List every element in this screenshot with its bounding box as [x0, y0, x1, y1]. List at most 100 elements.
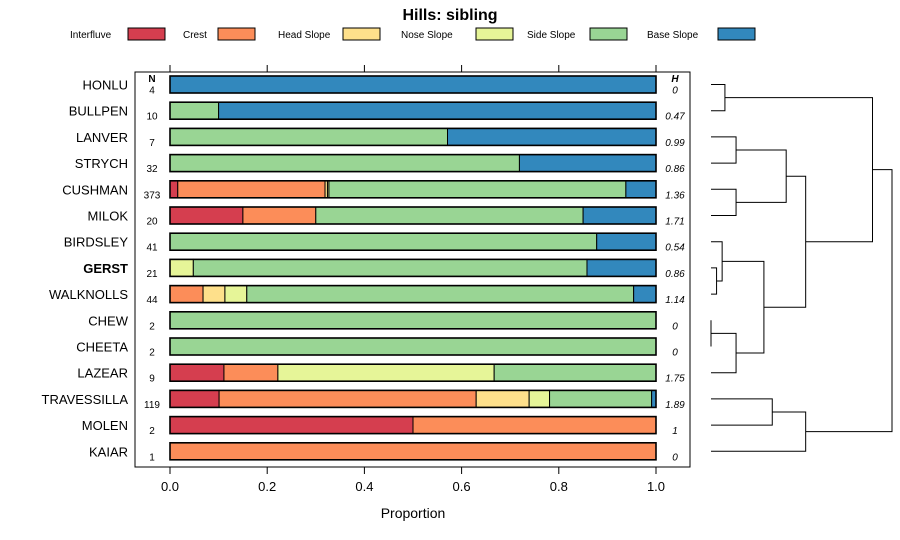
row-milok: MILOK 20 1.71: [88, 206, 685, 228]
h-value: 0.86: [665, 269, 685, 280]
legend-label: Head Slope: [278, 30, 331, 41]
dendrogram-merge: [711, 398, 773, 426]
legend-label: Side Slope: [527, 30, 576, 41]
n-value: 41: [146, 243, 158, 254]
h-value: 0.99: [665, 138, 685, 149]
dendrogram-merge: [711, 84, 726, 112]
row-label: BIRDSLEY: [64, 235, 129, 250]
bar-segment-side-slope: [169, 337, 657, 356]
dendrogram-merge: [711, 136, 737, 164]
h-value: 0: [672, 348, 678, 359]
legend-swatch-interfluve: [127, 27, 166, 41]
row-label: CHEW: [88, 313, 128, 328]
row-honlu: HONLU 4 0: [82, 75, 678, 97]
n-value: 119: [144, 400, 160, 411]
bar-segment-head-slope: [475, 389, 530, 408]
n-value: 44: [146, 295, 158, 306]
h-value: 0.54: [665, 243, 685, 254]
row-strych: STRYCH 32 0.86: [75, 153, 685, 175]
bar-segment-interfluve: [169, 180, 179, 199]
row-label: HONLU: [82, 78, 128, 93]
chart-title: Hills: sibling: [402, 7, 497, 24]
x-axis: 0.0 0.2 0.4 0.6 0.8 1.0: [161, 65, 665, 494]
x-tick-label: 0.0: [161, 479, 179, 494]
row-label: MILOK: [88, 209, 129, 224]
dendrogram-merge: [711, 332, 737, 374]
bar-segment-crest: [218, 389, 477, 408]
h-value: 1.36: [665, 190, 685, 201]
bar-segment-crest: [177, 180, 326, 199]
row-label: MOLEN: [82, 418, 128, 433]
h-value: 0: [672, 452, 678, 463]
x-tick-label: 0.8: [550, 479, 568, 494]
bar-segment-side-slope: [493, 363, 657, 382]
legend-label: Nose Slope: [401, 30, 453, 41]
bar-outline: [169, 232, 657, 251]
dendrogram-merge: [711, 411, 807, 452]
row-label: LANVER: [76, 130, 128, 145]
bar-segment-side-slope: [169, 101, 220, 120]
plot-frame: [134, 71, 691, 468]
bar-outline: [169, 415, 657, 435]
dendrogram-merge: [805, 169, 893, 433]
bar-outline: [169, 284, 657, 304]
n-value: 10: [146, 112, 158, 123]
n-value: 373: [144, 190, 161, 201]
n-value: 2: [149, 426, 155, 437]
h-value: 1.14: [665, 295, 685, 306]
h-value: 1.71: [665, 217, 684, 228]
x-tick-label: 0.6: [453, 479, 471, 494]
bar-segment-side-slope: [169, 154, 520, 173]
bar-outline: [169, 180, 657, 199]
bar-segment-base-slope: [625, 180, 657, 199]
row-molen: MOLEN 2 1: [82, 415, 678, 437]
row-birdsley: BIRDSLEY 41 0.54: [64, 232, 685, 254]
n-value: 20: [146, 217, 158, 228]
bar-segment-base-slope: [582, 206, 657, 225]
legend-label: Base Slope: [647, 30, 699, 41]
bar-outline: [169, 310, 657, 330]
bar-outline: [169, 389, 657, 409]
row-label: CHEETA: [76, 340, 128, 355]
row-kaiar: KAIAR 1 0: [89, 441, 678, 463]
bar-segment-side-slope: [315, 206, 584, 225]
legend-swatch-nose-slope: [475, 27, 514, 41]
legend-item-crest: Crest: [183, 27, 256, 41]
bar-segment-base-slope: [218, 101, 657, 120]
row-label: KAIAR: [89, 444, 128, 459]
legend-swatch-crest: [217, 27, 256, 41]
n-value: 2: [149, 348, 155, 359]
bar-segment-interfluve: [169, 363, 225, 382]
bar-segment-crest: [412, 416, 657, 435]
h-value: 0: [672, 321, 678, 332]
row-lanver: LANVER 7 0.99: [76, 127, 685, 149]
row-label: BULLPEN: [69, 104, 128, 119]
bar-segment-base-slope: [169, 75, 657, 94]
bar-segment-base-slope: [633, 285, 657, 304]
legend-label: Interfluve: [70, 30, 112, 41]
bar-segment-nose-slope: [528, 389, 551, 408]
n-column-header: N: [148, 74, 155, 85]
rows: HONLU 4 0 BULLPEN 10 0.47 LANVER 7 0.99 STRYCH 32 0…: [42, 75, 685, 463]
bar-outline: [169, 363, 657, 383]
row-label: LAZEAR: [77, 366, 128, 381]
row-cushman: CUSHMAN 373 1.36: [62, 180, 685, 201]
h-value: 1.75: [665, 374, 685, 385]
bar-segment-base-slope: [596, 232, 657, 251]
n-value: 4: [149, 86, 155, 97]
h-value: 0.47: [665, 112, 685, 123]
bar-outline: [169, 441, 657, 461]
bar-segment-base-slope: [518, 154, 657, 173]
n-value: 21: [146, 269, 158, 280]
bar-segment-crest: [223, 363, 279, 382]
bar-segment-interfluve: [169, 206, 244, 225]
x-tick-label: 0.4: [355, 479, 373, 494]
h-value: 0: [672, 86, 678, 97]
bar-outline: [169, 75, 657, 94]
bar-segment-side-slope: [169, 127, 449, 146]
bar-segment-head-slope: [202, 285, 226, 304]
row-label: CUSHMAN: [62, 182, 128, 197]
row-label: TRAVESSILLA: [42, 392, 129, 407]
x-axis-title: Proportion: [381, 505, 446, 521]
bar-segment-crest: [169, 442, 657, 461]
